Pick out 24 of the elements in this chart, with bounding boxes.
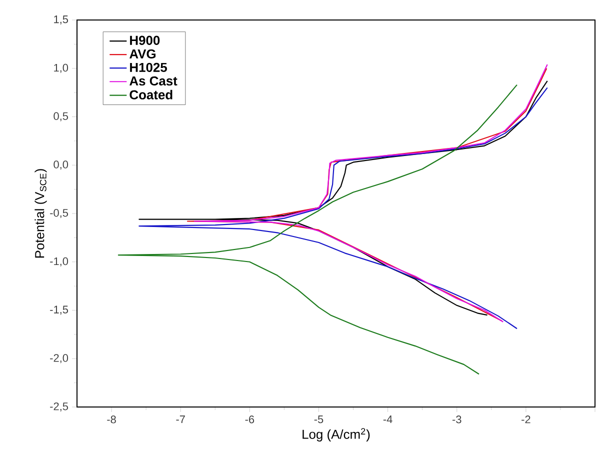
x-tick-label: -2 (522, 416, 530, 424)
x-axis-title: Log (A/cm$^{2}$) (302, 428, 370, 442)
legend-label: Coated (130, 90, 172, 100)
legend-label: H1025 (130, 62, 167, 72)
y-tick-label: 1,0 (54, 64, 68, 73)
legend-label: AVG (130, 49, 156, 58)
y-tick-label: -1,5 (50, 306, 68, 315)
x-tick-label: -7 (176, 416, 185, 424)
y-tick-label: -2,0 (50, 354, 68, 364)
y-tick-label: 0,5 (54, 112, 68, 122)
line-series (118, 84, 518, 375)
x-tick-label: -5 (314, 416, 324, 424)
legend-label: As Cast (130, 76, 178, 86)
y-tick-label: 0,0 (54, 160, 68, 170)
y-tick-label: -1,0 (50, 257, 68, 266)
y-tick-label: -0,5 (50, 208, 68, 218)
y-tick-label: -2,5 (50, 402, 68, 412)
y-axis-title: Potential (V$_{SCE}$) (34, 169, 47, 258)
x-tick-label: -3 (452, 416, 462, 424)
y-tick-label: 1,5 (54, 16, 68, 24)
x-tick-label: -8 (107, 416, 116, 424)
legend-label: H900 (130, 36, 160, 45)
x-tick-label: -6 (245, 416, 254, 424)
x-tick-label: -4 (383, 416, 392, 424)
